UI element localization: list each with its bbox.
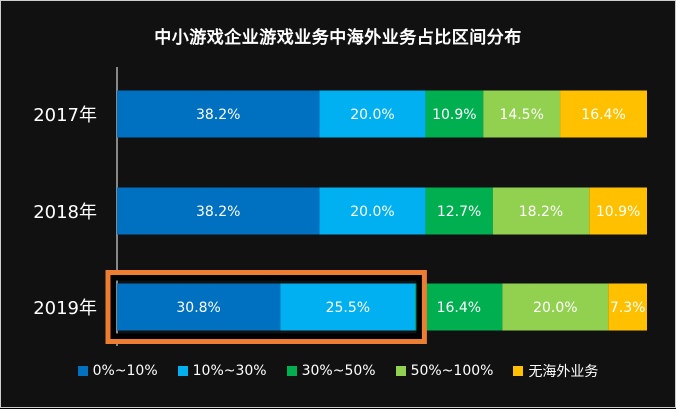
bar-segment [492,187,590,235]
legend-label: 10%~30% [192,363,267,379]
data-label: 25.5% [326,300,370,316]
data-label: 18.2% [519,204,563,220]
legend-label: 50%~100% [410,363,494,379]
bar-segment [425,187,493,235]
bar-segment [483,90,561,138]
legend-item: 0%~10% [77,361,158,381]
bar-segment [608,283,647,331]
highlight-inner-border [110,274,423,340]
bar-segment [415,283,503,331]
data-label: 38.2% [196,204,240,220]
bar-segment [560,90,647,138]
chart-legend: 0%~10% 10%~30% 30%~50% 50%~100% 无海外业务 [1,361,675,381]
data-label: 16.4% [437,300,481,316]
bar-segment [117,90,320,138]
category-label: 2018年 [33,202,97,223]
legend-item: 10%~30% [177,361,267,381]
bar-segment [117,283,281,331]
data-label: 38.2% [196,107,240,123]
legend-item: 50%~100% [395,361,494,381]
data-label: 12.7% [437,204,481,220]
legend-swatch [77,366,88,376]
bar-segment [319,187,426,235]
bar-segment [117,187,320,235]
legend-label: 无海外业务 [528,364,599,380]
bar-segment [502,283,609,331]
legend-label: 0%~10% [92,363,158,379]
legend-item: 30%~50% [286,361,376,381]
data-label: 7.3% [610,300,646,316]
bar-segment [425,90,484,138]
chart-title: 中小游戏企业游戏业务中海外业务占比区间分布 [154,28,522,48]
legend-swatch [395,366,406,376]
legend-label: 30%~50% [301,363,376,379]
legend-swatch [286,366,297,376]
legend-swatch [513,366,524,376]
data-label: 10.9% [432,107,476,123]
legend-item: 无海外业务 [513,361,598,381]
legend-swatch [177,366,188,376]
data-label: 14.5% [499,107,543,123]
category-label: 2019年 [33,298,97,319]
bar-segment [280,283,416,331]
category-label: 2017年 [33,105,97,126]
data-label: 30.8% [176,300,220,316]
highlight-box [105,270,427,344]
bar-segment [319,90,426,138]
data-label: 20.0% [533,300,577,316]
data-label: 16.4% [581,107,625,123]
data-label: 20.0% [350,204,394,220]
data-label: 10.9% [596,204,640,220]
data-label: 20.0% [350,107,394,123]
bar-segment [589,187,647,235]
